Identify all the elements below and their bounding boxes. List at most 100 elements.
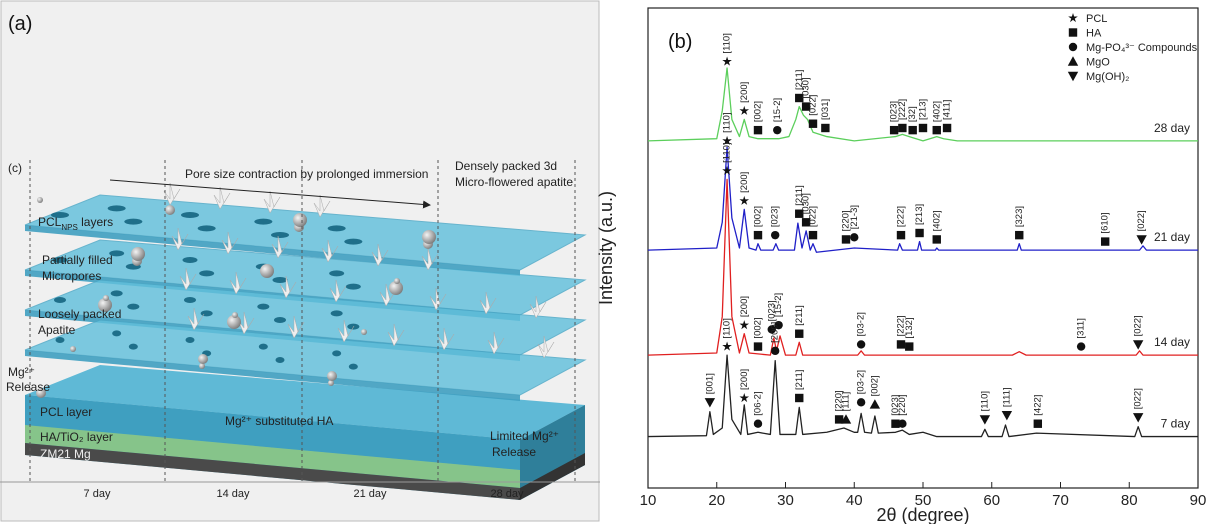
- sphere: [361, 329, 367, 335]
- pore: [198, 225, 216, 231]
- marker: [943, 124, 951, 132]
- peak-label: [402]: [931, 210, 942, 231]
- y-axis-label: Intensity (a.u.): [596, 191, 616, 305]
- sphere: [198, 354, 208, 364]
- peak-label: [03-2]: [856, 312, 867, 336]
- legend-label: Mg(OH)₂: [1086, 71, 1129, 83]
- peak-label: [15-2]: [772, 98, 783, 122]
- legend-marker: [1068, 72, 1078, 81]
- sphere: [232, 312, 238, 318]
- series-label: 14 day: [1154, 335, 1190, 349]
- peak-label: [200]: [770, 322, 781, 343]
- pore: [127, 304, 139, 310]
- peak-label: [213]: [914, 204, 925, 225]
- peak-label: [001]: [704, 373, 715, 394]
- legend-marker: [1069, 28, 1077, 36]
- peak-label: [422]: [1032, 395, 1043, 416]
- peak-label: [022]: [1133, 388, 1144, 409]
- figure: (i)(ii)(iii)(iv) (a) (c) Pore size contr…: [0, 0, 1214, 524]
- marker: [933, 235, 941, 243]
- legend-label: HA: [1086, 28, 1102, 40]
- legend-marker: [1069, 43, 1077, 51]
- pore: [254, 219, 272, 225]
- callout-line: Loosely packed: [38, 307, 121, 321]
- panel-label: (c): [8, 161, 22, 175]
- series-label: 21 day: [1154, 230, 1190, 244]
- x-tick-label: 50: [915, 492, 932, 509]
- marker: [919, 124, 927, 132]
- sphere: [37, 197, 43, 203]
- marker: [722, 166, 732, 175]
- callout-line: Apatite: [38, 323, 76, 337]
- x-tick-label: 10: [640, 492, 657, 509]
- pore: [199, 270, 214, 276]
- pore: [329, 270, 344, 276]
- callout-line: Limited Mg²⁺: [490, 429, 559, 443]
- marker: [908, 126, 916, 134]
- marker: [809, 120, 817, 128]
- peak-label: [110]: [722, 318, 733, 338]
- peak-label: [022]: [808, 95, 819, 116]
- series-label: 7 day: [1161, 417, 1190, 431]
- sphere: [103, 295, 109, 301]
- marker: [857, 398, 865, 406]
- peak-label: [220]: [897, 395, 908, 416]
- pore: [201, 310, 213, 316]
- x-tick-label: 20: [708, 492, 725, 509]
- pore: [184, 297, 196, 303]
- x-tick-label: 60: [983, 492, 1000, 509]
- pore: [108, 205, 126, 211]
- peak-label: [022]: [808, 206, 819, 227]
- marker: [905, 342, 913, 350]
- marker: [1002, 411, 1012, 420]
- marker: [809, 231, 817, 239]
- marker: [933, 126, 941, 134]
- callout-line: Micro-flowered apatite: [455, 175, 573, 189]
- peak-label: [311]: [1076, 318, 1087, 338]
- peak-label: [031]: [820, 99, 831, 120]
- pore: [274, 317, 286, 323]
- marker: [1136, 235, 1146, 244]
- marker: [754, 420, 762, 428]
- series-label: 28 day: [1154, 121, 1190, 135]
- peak-label: [200]: [739, 296, 750, 317]
- sphere: [394, 278, 400, 284]
- pore: [183, 257, 198, 263]
- peak-label: [200]: [739, 172, 750, 193]
- marker: [1101, 237, 1109, 245]
- sphere: [327, 371, 337, 381]
- marker: [1015, 231, 1023, 239]
- marker: [771, 347, 779, 355]
- pore: [349, 364, 358, 370]
- xrd-line: [648, 355, 1198, 436]
- peak-label: [110]: [722, 112, 733, 132]
- peak-label: [213]: [918, 99, 929, 120]
- legend-label: MgO: [1086, 57, 1110, 69]
- peak-label: [022]: [1136, 210, 1147, 231]
- callout-rest: layers: [78, 215, 113, 229]
- peak-label: [110]: [979, 391, 990, 411]
- pore: [344, 239, 362, 245]
- marker: [739, 320, 749, 329]
- pore: [328, 225, 346, 231]
- xrd-chart: (b) Intensity (a.u.) 2θ (degree) 1020304…: [596, 8, 1206, 524]
- peak-label: [023]: [770, 206, 781, 227]
- x-tick-label: 40: [846, 492, 863, 509]
- marker: [915, 229, 923, 237]
- marker: [722, 342, 732, 351]
- pore: [111, 290, 123, 296]
- marker: [821, 124, 829, 132]
- marker: [722, 57, 732, 66]
- marker: [754, 342, 762, 350]
- marker: [850, 233, 858, 241]
- callout-line: Release: [492, 445, 536, 459]
- peak-label: [002]: [753, 206, 764, 227]
- day-label: 7 day: [84, 488, 111, 500]
- marker: [1034, 420, 1042, 428]
- pore: [54, 297, 66, 303]
- callout-line: Micropores: [42, 269, 101, 283]
- marker: [890, 126, 898, 134]
- marker: [795, 394, 803, 402]
- peak-label: [110]: [722, 142, 733, 162]
- sphere: [165, 205, 175, 215]
